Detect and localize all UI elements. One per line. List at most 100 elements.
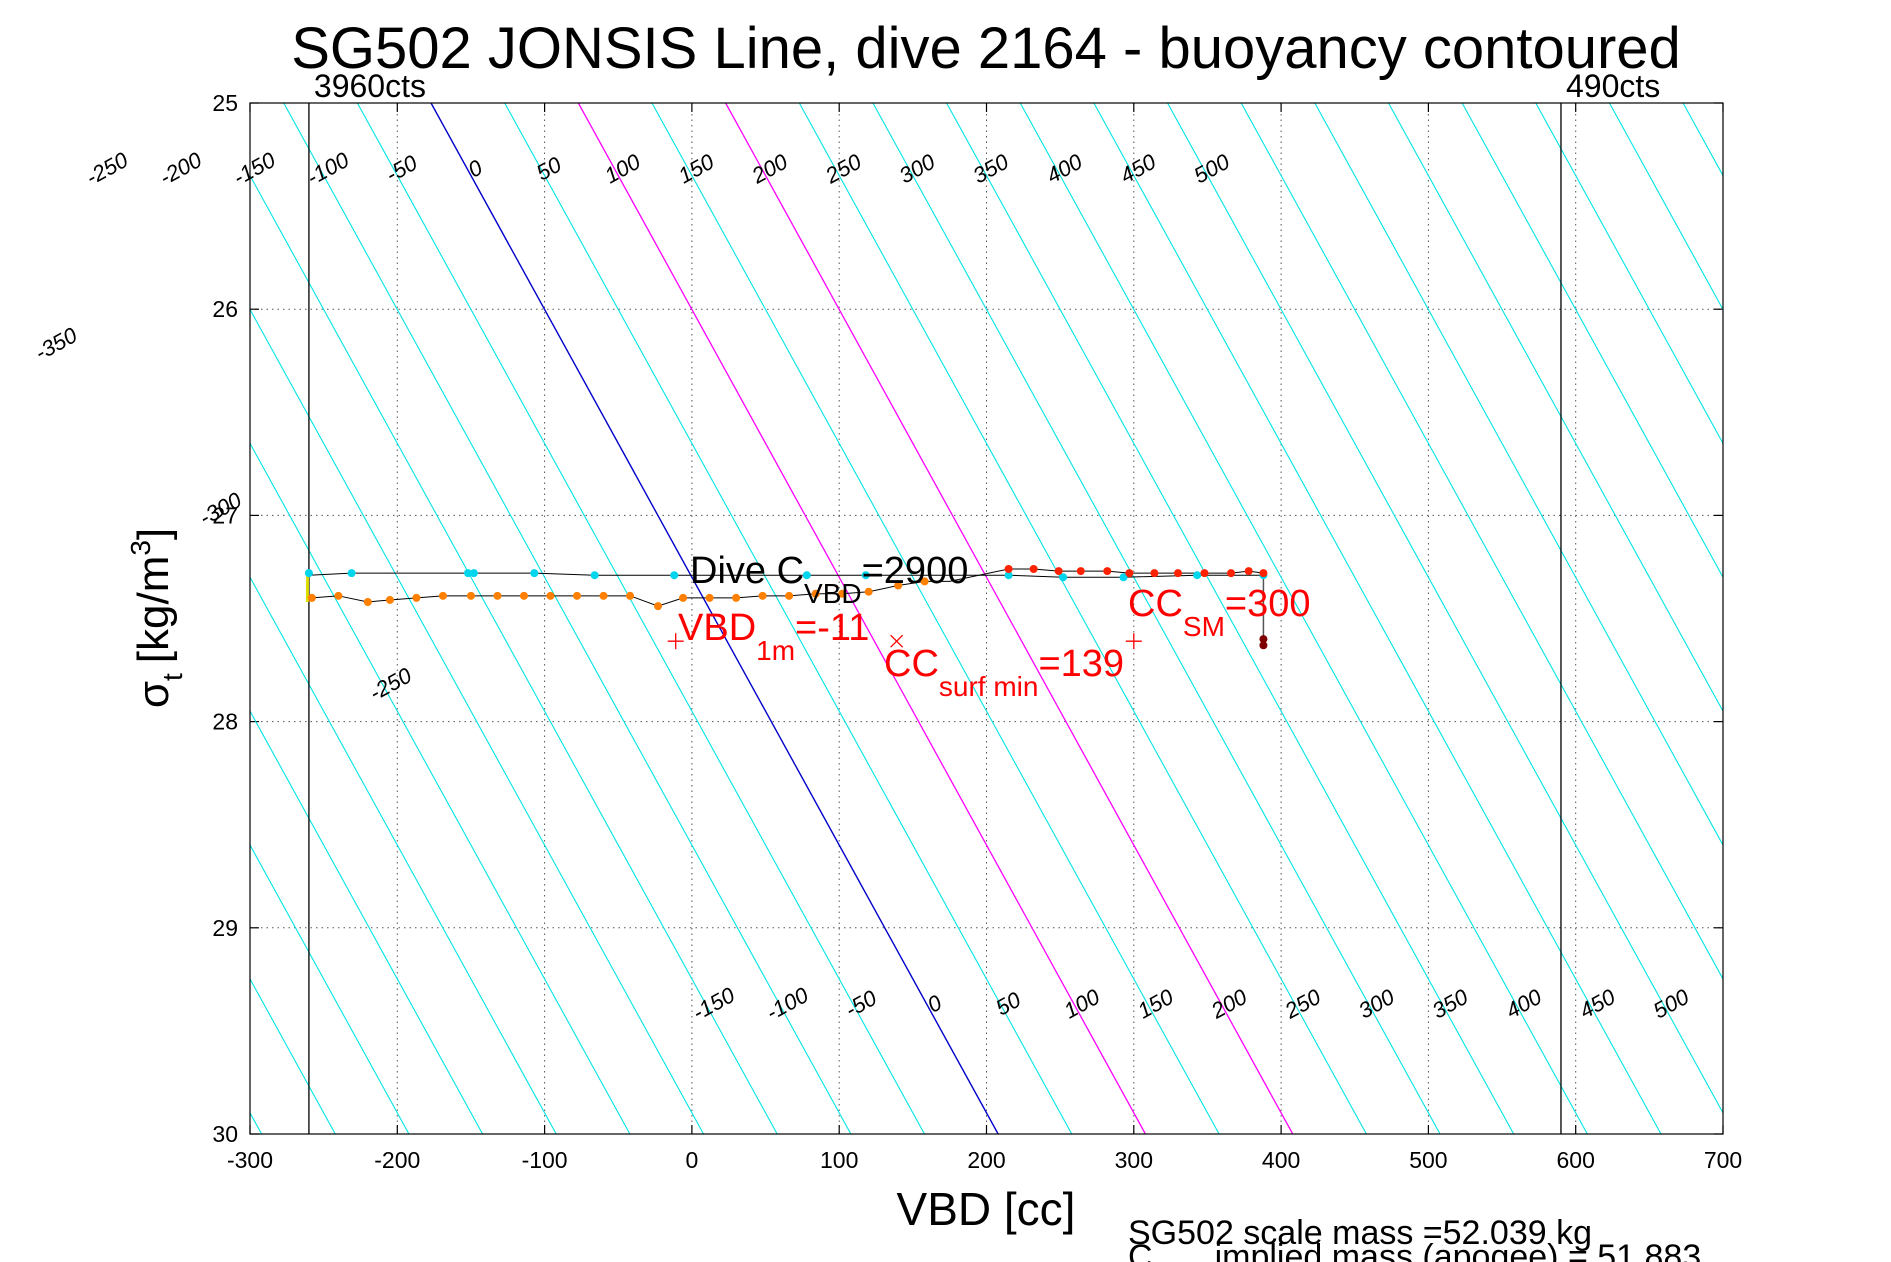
data-point xyxy=(1119,573,1128,582)
cc-surf-min-annotation: CCsurf min=139 xyxy=(884,643,1124,702)
annotations: Dive CVBD=2900 VBD1m=-11 CCsurf min=139 … xyxy=(678,550,1310,702)
data-point xyxy=(920,577,929,586)
contour-line xyxy=(430,103,999,1134)
data-point xyxy=(385,595,394,604)
data-point xyxy=(1076,567,1085,576)
contour-line xyxy=(1019,103,1588,1134)
x-tick-label: -200 xyxy=(374,1147,420,1173)
y-tick-label: 25 xyxy=(212,90,238,116)
contour-line xyxy=(1535,103,1723,445)
contour-line xyxy=(250,710,484,1134)
contour-label-top: 0 xyxy=(464,154,487,182)
contour-label-bottom: 50 xyxy=(991,986,1025,1020)
limit-line-label: 490cts xyxy=(1566,68,1660,104)
data-point xyxy=(732,593,741,602)
data-point xyxy=(1004,565,1013,574)
x-tick-label: 500 xyxy=(1409,1147,1447,1173)
data-point xyxy=(802,571,811,580)
contour-line xyxy=(872,103,1441,1134)
contour-label-bottom: 0 xyxy=(923,989,946,1017)
contour-line xyxy=(0,103,114,1134)
data-points xyxy=(304,565,1268,650)
annotation-markers xyxy=(667,633,1142,650)
contour-line xyxy=(1682,103,1723,177)
dive-c-vbd-annotation: Dive CVBD=2900 xyxy=(690,550,968,609)
data-point xyxy=(1103,567,1112,576)
cc-sm-annotation: CCSM=300 xyxy=(1128,583,1310,642)
data-point xyxy=(1200,569,1209,578)
data-point xyxy=(1227,569,1236,578)
contour-label-top: -350 xyxy=(31,322,82,365)
data-point xyxy=(1244,567,1253,576)
data-point xyxy=(347,569,356,578)
plot-frame xyxy=(249,102,1724,1135)
data-point xyxy=(758,591,767,600)
x-tick-label: 200 xyxy=(967,1147,1005,1173)
data-point xyxy=(1173,569,1182,578)
data-point xyxy=(894,581,903,590)
data-point xyxy=(785,591,794,600)
data-point xyxy=(469,569,478,578)
x-tick-label: 700 xyxy=(1704,1147,1742,1173)
data-point xyxy=(519,591,528,600)
contour-line xyxy=(1093,103,1662,1134)
contour-line xyxy=(250,174,778,1134)
contour-label-bottom: -50 xyxy=(841,985,882,1023)
y-tick-label: 27 xyxy=(212,502,238,528)
x-tick-label: -100 xyxy=(522,1147,568,1173)
data-point xyxy=(599,591,608,600)
contour-line xyxy=(250,442,631,1134)
vbd-limit-lines: 3960cts 490cts xyxy=(308,68,1660,1134)
contour-line xyxy=(1461,103,1723,579)
contour-line xyxy=(250,308,705,1134)
data-point xyxy=(573,591,582,600)
data-point xyxy=(1193,571,1202,580)
data-point xyxy=(438,591,447,600)
data-point xyxy=(705,593,714,602)
data-point xyxy=(1259,641,1268,650)
contour-line xyxy=(283,103,852,1134)
contour-label-top: -250 xyxy=(82,147,133,190)
x-tick-label: 400 xyxy=(1262,1147,1300,1173)
data-point xyxy=(1054,567,1063,576)
x-marker xyxy=(890,634,904,648)
footer-scale-mass: SG502 scale mass =52.039 kg xyxy=(1128,1214,1592,1252)
vbd-1m-annotation: VBD1m=-11 xyxy=(678,607,869,666)
x-tick-label: 100 xyxy=(820,1147,858,1173)
data-point xyxy=(334,591,343,600)
data-point xyxy=(546,591,555,600)
limit-line-label: 3960cts xyxy=(314,68,426,104)
data-point xyxy=(1029,565,1038,574)
y-axis-label: σt[kg/m3] xyxy=(125,528,188,708)
data-point xyxy=(307,593,316,602)
data-point xyxy=(1125,569,1134,578)
x-tick-label: -300 xyxy=(227,1147,273,1173)
data-point xyxy=(464,569,473,578)
contour-line xyxy=(356,103,925,1134)
y-tick-label: 28 xyxy=(212,709,238,735)
contour-line xyxy=(946,103,1515,1134)
y-tick-label: 26 xyxy=(212,296,238,322)
data-point xyxy=(670,571,679,580)
contour-line xyxy=(1608,103,1723,311)
contour-line xyxy=(577,103,1147,1134)
contour-line xyxy=(1167,103,1723,1114)
data-point xyxy=(1004,571,1013,580)
data-point xyxy=(654,602,663,611)
contour-line xyxy=(651,103,1220,1134)
contour-label-top: -200 xyxy=(155,147,206,190)
data-point xyxy=(363,598,372,607)
x-tick-label: 300 xyxy=(1115,1147,1153,1173)
data-point xyxy=(412,593,421,602)
contour-line xyxy=(725,103,1294,1134)
data-point xyxy=(1059,573,1068,582)
data-point xyxy=(1259,569,1268,578)
y-tick-label: 29 xyxy=(212,915,238,941)
contour-line xyxy=(250,843,410,1134)
data-point xyxy=(1259,635,1268,644)
grid xyxy=(249,102,1724,1135)
data-point xyxy=(304,569,313,578)
data-point xyxy=(626,591,635,600)
data-point xyxy=(679,593,688,602)
